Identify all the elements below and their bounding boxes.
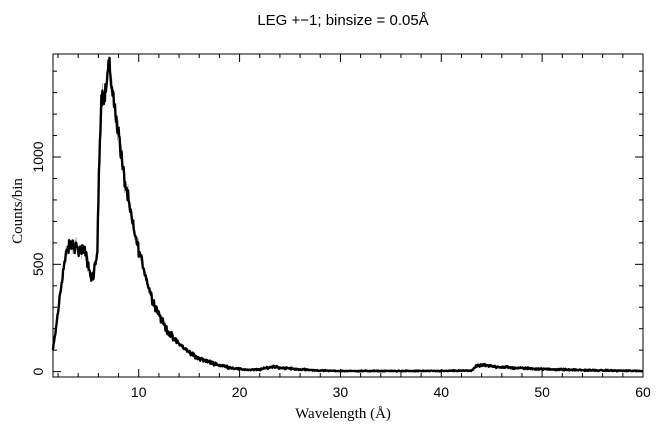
error-bars xyxy=(65,64,155,310)
plot-frame xyxy=(52,53,644,378)
x-tick-label: 60 xyxy=(635,384,651,400)
x-tick-label: 20 xyxy=(232,384,248,400)
x-tick-label: 40 xyxy=(434,384,450,400)
y-axis-label: Counts/bin xyxy=(10,178,26,244)
x-axis-ticks: 10 20 30 40 50 60 xyxy=(57,54,651,400)
spectrum-line xyxy=(51,56,644,373)
y-tick-label: 0 xyxy=(30,368,46,376)
chart-title: LEG +−1; binsize = 0.05Å xyxy=(257,12,428,29)
y-axis-ticks: 0 500 1000 xyxy=(30,70,643,376)
x-tick-label: 30 xyxy=(333,384,349,400)
y-tick-label: 500 xyxy=(30,252,46,276)
error-bar-segments xyxy=(65,64,155,310)
y-tick-label: 1000 xyxy=(30,141,46,172)
x-tick-label: 10 xyxy=(131,384,147,400)
x-axis-label: Wavelength (Å) xyxy=(295,406,391,422)
x-tick-label: 50 xyxy=(534,384,550,400)
